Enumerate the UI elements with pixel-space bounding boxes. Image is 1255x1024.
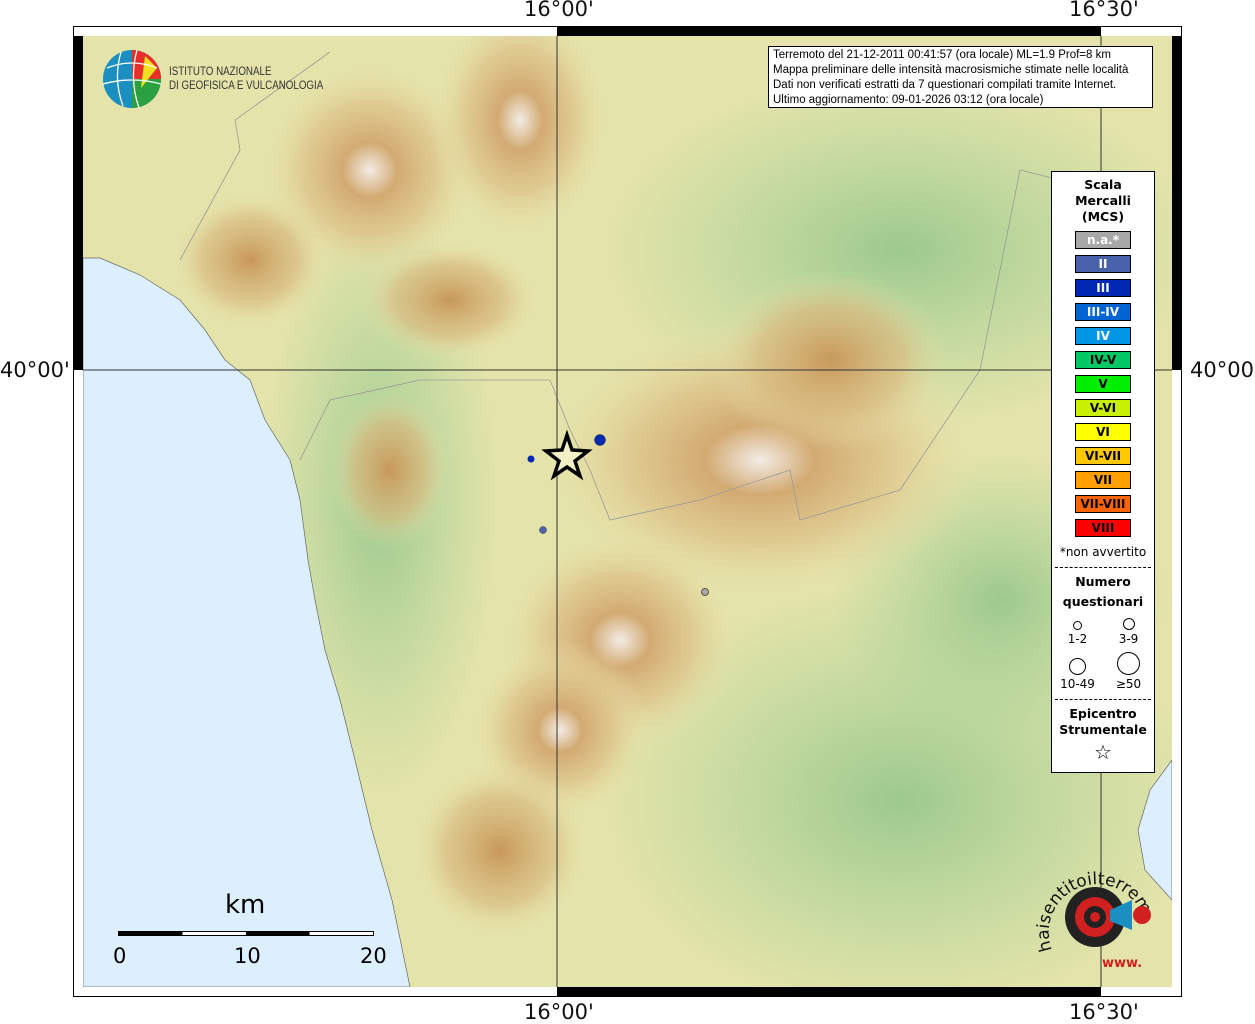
intensity-swatch-viii: VIII: [1075, 519, 1131, 537]
frame-segment: [74, 36, 83, 370]
legend-title: (MCS): [1081, 209, 1125, 224]
intensity-point: [701, 588, 709, 596]
size-label: ≥50: [1115, 677, 1142, 691]
epicenter-title: Epicentro: [1069, 706, 1137, 721]
intensity-scale: n.a.* II III III-IV IV IV-V V V-VI VI VI-VII VII VI…: [1052, 231, 1154, 537]
intensity-point: [527, 455, 535, 463]
tick-bottom-1600: 16°00': [524, 1000, 594, 1024]
info-line: Ultimo aggiornamento: 09-01-2026 03:12 (…: [773, 94, 1044, 106]
epicenter-star-icon: [541, 429, 593, 481]
tick-right-4000: 40°00': [1190, 358, 1255, 382]
frame-segment: [557, 987, 1101, 996]
intensity-swatch-iv: IV: [1075, 327, 1131, 345]
tick-top-1600: 16°00': [524, 0, 594, 21]
legend: Scala Mercalli (MCS) n.a.* II III III-IV IV I…: [1051, 171, 1155, 773]
legend-title: Scala: [1084, 177, 1122, 192]
watermark-prefix: www.: [1102, 956, 1142, 971]
ingv-logo: ISTITUTO NAZIONALE DI GEOFISICA E VULCAN…: [101, 48, 351, 110]
intensity-swatch-v: V: [1075, 375, 1131, 393]
intensity-swatch-na: n.a.*: [1075, 231, 1131, 249]
intensity-swatch-iii: III: [1075, 279, 1131, 297]
frame-segment: [1172, 36, 1181, 370]
logo-line1: ISTITUTO NAZIONALE: [169, 66, 272, 78]
intensity-swatch-ii: II: [1075, 255, 1131, 273]
tick-bottom-1630: 16°30': [1069, 1000, 1139, 1024]
intensity-swatch-vi: VI: [1075, 423, 1131, 441]
divider: [1055, 567, 1151, 568]
event-info-box: Terremoto del 21-12-2011 00:41:57 (ora l…: [768, 46, 1153, 108]
size-label: 1-2: [1067, 632, 1088, 646]
intensity-swatch-vii-viii: VII-VIII: [1075, 495, 1131, 513]
logo-line2: DI GEOFISICA E VULCANOLOGIA: [169, 80, 324, 92]
circle-xlarge-icon: [1117, 652, 1140, 675]
intensity-swatch-iii-iv: III-IV: [1075, 303, 1131, 321]
epicenter-title: Strumentale: [1059, 722, 1147, 737]
intensity-swatch-iv-v: IV-V: [1075, 351, 1131, 369]
relief-map[interactable]: [83, 36, 1172, 987]
intensity-swatch-vi-vii: VI-VII: [1075, 447, 1131, 465]
legend-title: Mercalli: [1075, 193, 1131, 208]
intensity-point: [594, 434, 606, 446]
legend-note: *non avvertito: [1059, 545, 1147, 559]
size-label: 3-9: [1118, 632, 1139, 646]
scale-bar: km 0 10 20: [110, 890, 390, 970]
haisentito-logo: haisentitoilterremoto.it www.: [1030, 855, 1156, 971]
info-line: Terremoto del 21-12-2011 00:41:57 (ora l…: [773, 49, 1111, 61]
circle-medium-icon: [1122, 618, 1135, 630]
tick-top-1630: 16°30': [1069, 0, 1139, 21]
circle-small-icon: [1073, 621, 1082, 630]
questionnaires-title: Numero: [1075, 574, 1131, 589]
info-line: Mappa preliminare delle intensità macros…: [773, 64, 1129, 76]
globe-icon: [102, 49, 162, 109]
info-line: Dati non verificati estratti da 7 questi…: [773, 79, 1117, 91]
scale-label: 0: [113, 944, 127, 968]
size-label: 10-49: [1060, 677, 1095, 691]
scale-label: 10: [234, 944, 261, 968]
divider: [1055, 699, 1151, 700]
frame-segment: [557, 27, 1101, 36]
scale-unit: km: [225, 890, 266, 920]
star-icon: ☆: [1094, 740, 1112, 764]
questionnaire-sizes: 1-2 3-9 10-49 ≥50: [1052, 618, 1154, 691]
intensity-swatch-v-vi: V-VI: [1075, 399, 1131, 417]
intensity-swatch-vii: VII: [1075, 471, 1131, 489]
intensity-point: [539, 526, 547, 534]
scale-label: 20: [360, 944, 387, 968]
circle-large-icon: [1069, 658, 1086, 675]
questionnaires-title: questionari: [1062, 594, 1144, 609]
tick-left-4000: 40°00': [0, 358, 70, 382]
